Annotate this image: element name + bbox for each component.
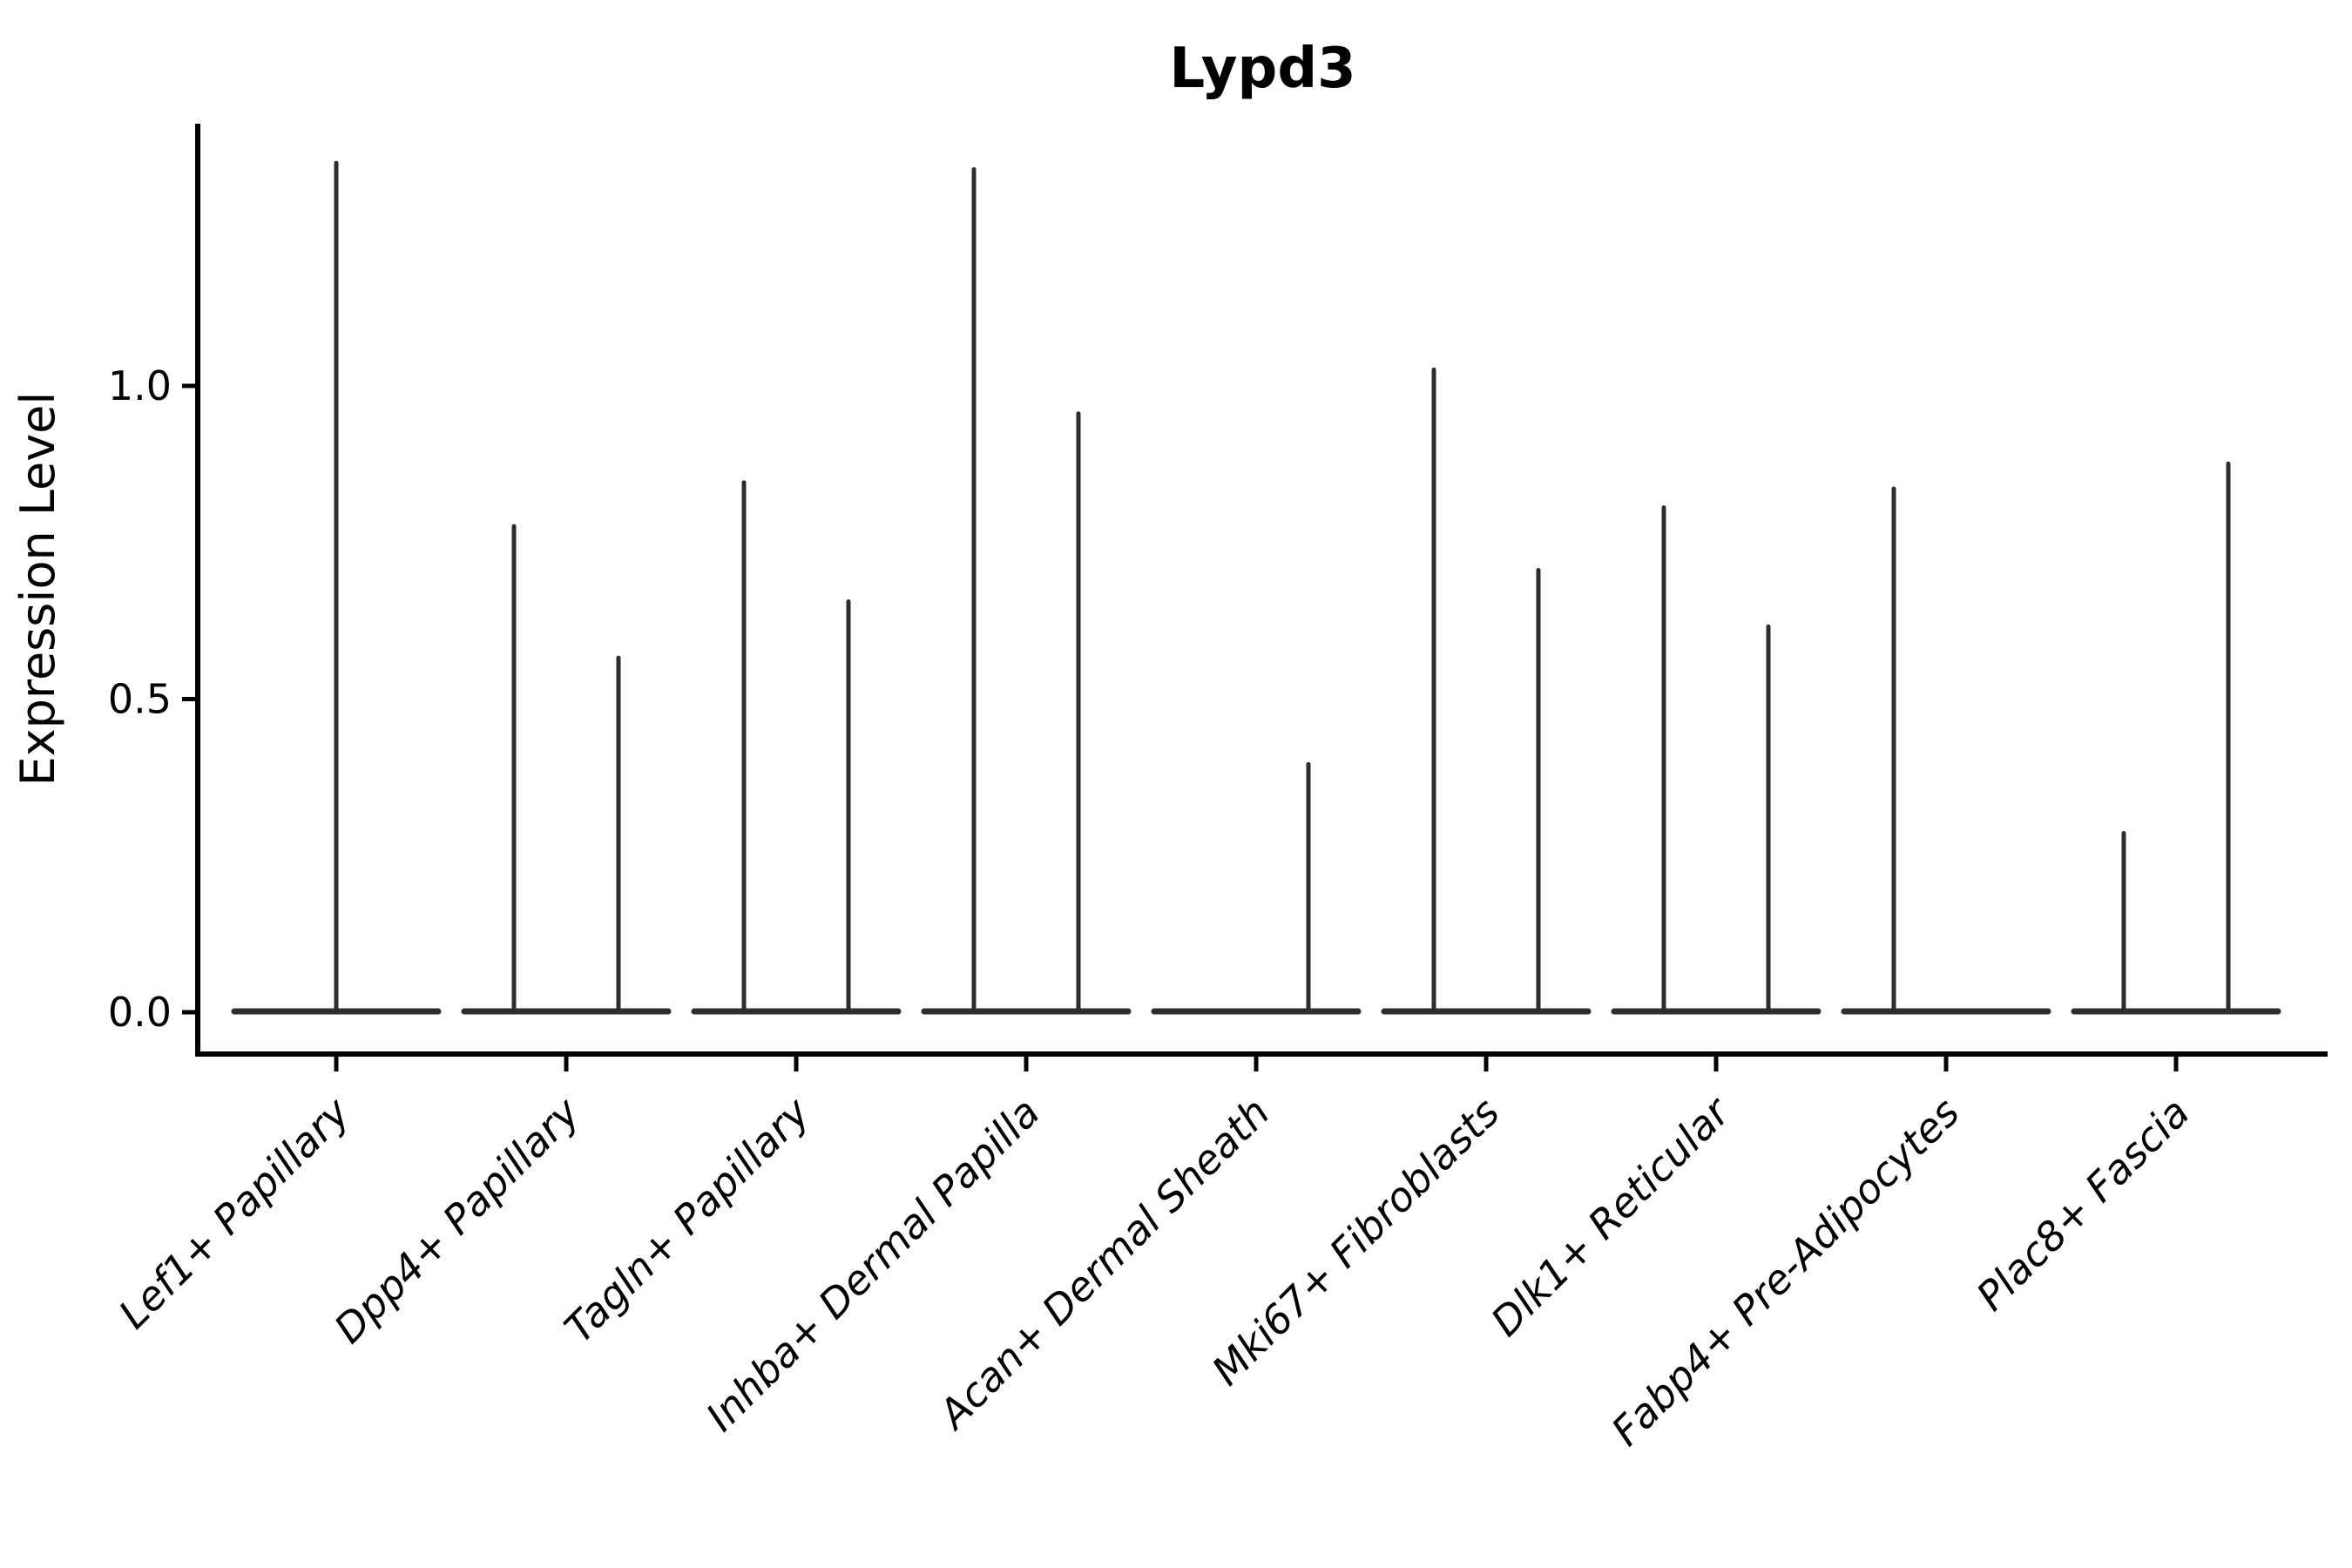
y-tick-label: 0.5 bbox=[108, 676, 172, 723]
y-tick-label: 0.0 bbox=[108, 989, 172, 1036]
chart-title: Lypd3 bbox=[1169, 37, 1355, 101]
y-axis-label: Expression Level bbox=[10, 392, 65, 787]
y-tick-label: 1.0 bbox=[108, 362, 172, 409]
